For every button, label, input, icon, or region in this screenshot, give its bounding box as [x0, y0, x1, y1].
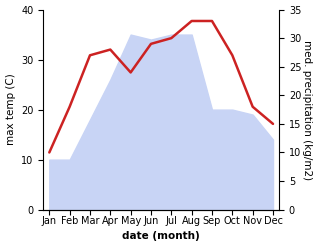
X-axis label: date (month): date (month) [122, 231, 200, 242]
Y-axis label: med. precipitation (kg/m2): med. precipitation (kg/m2) [302, 40, 313, 180]
Y-axis label: max temp (C): max temp (C) [5, 74, 16, 145]
